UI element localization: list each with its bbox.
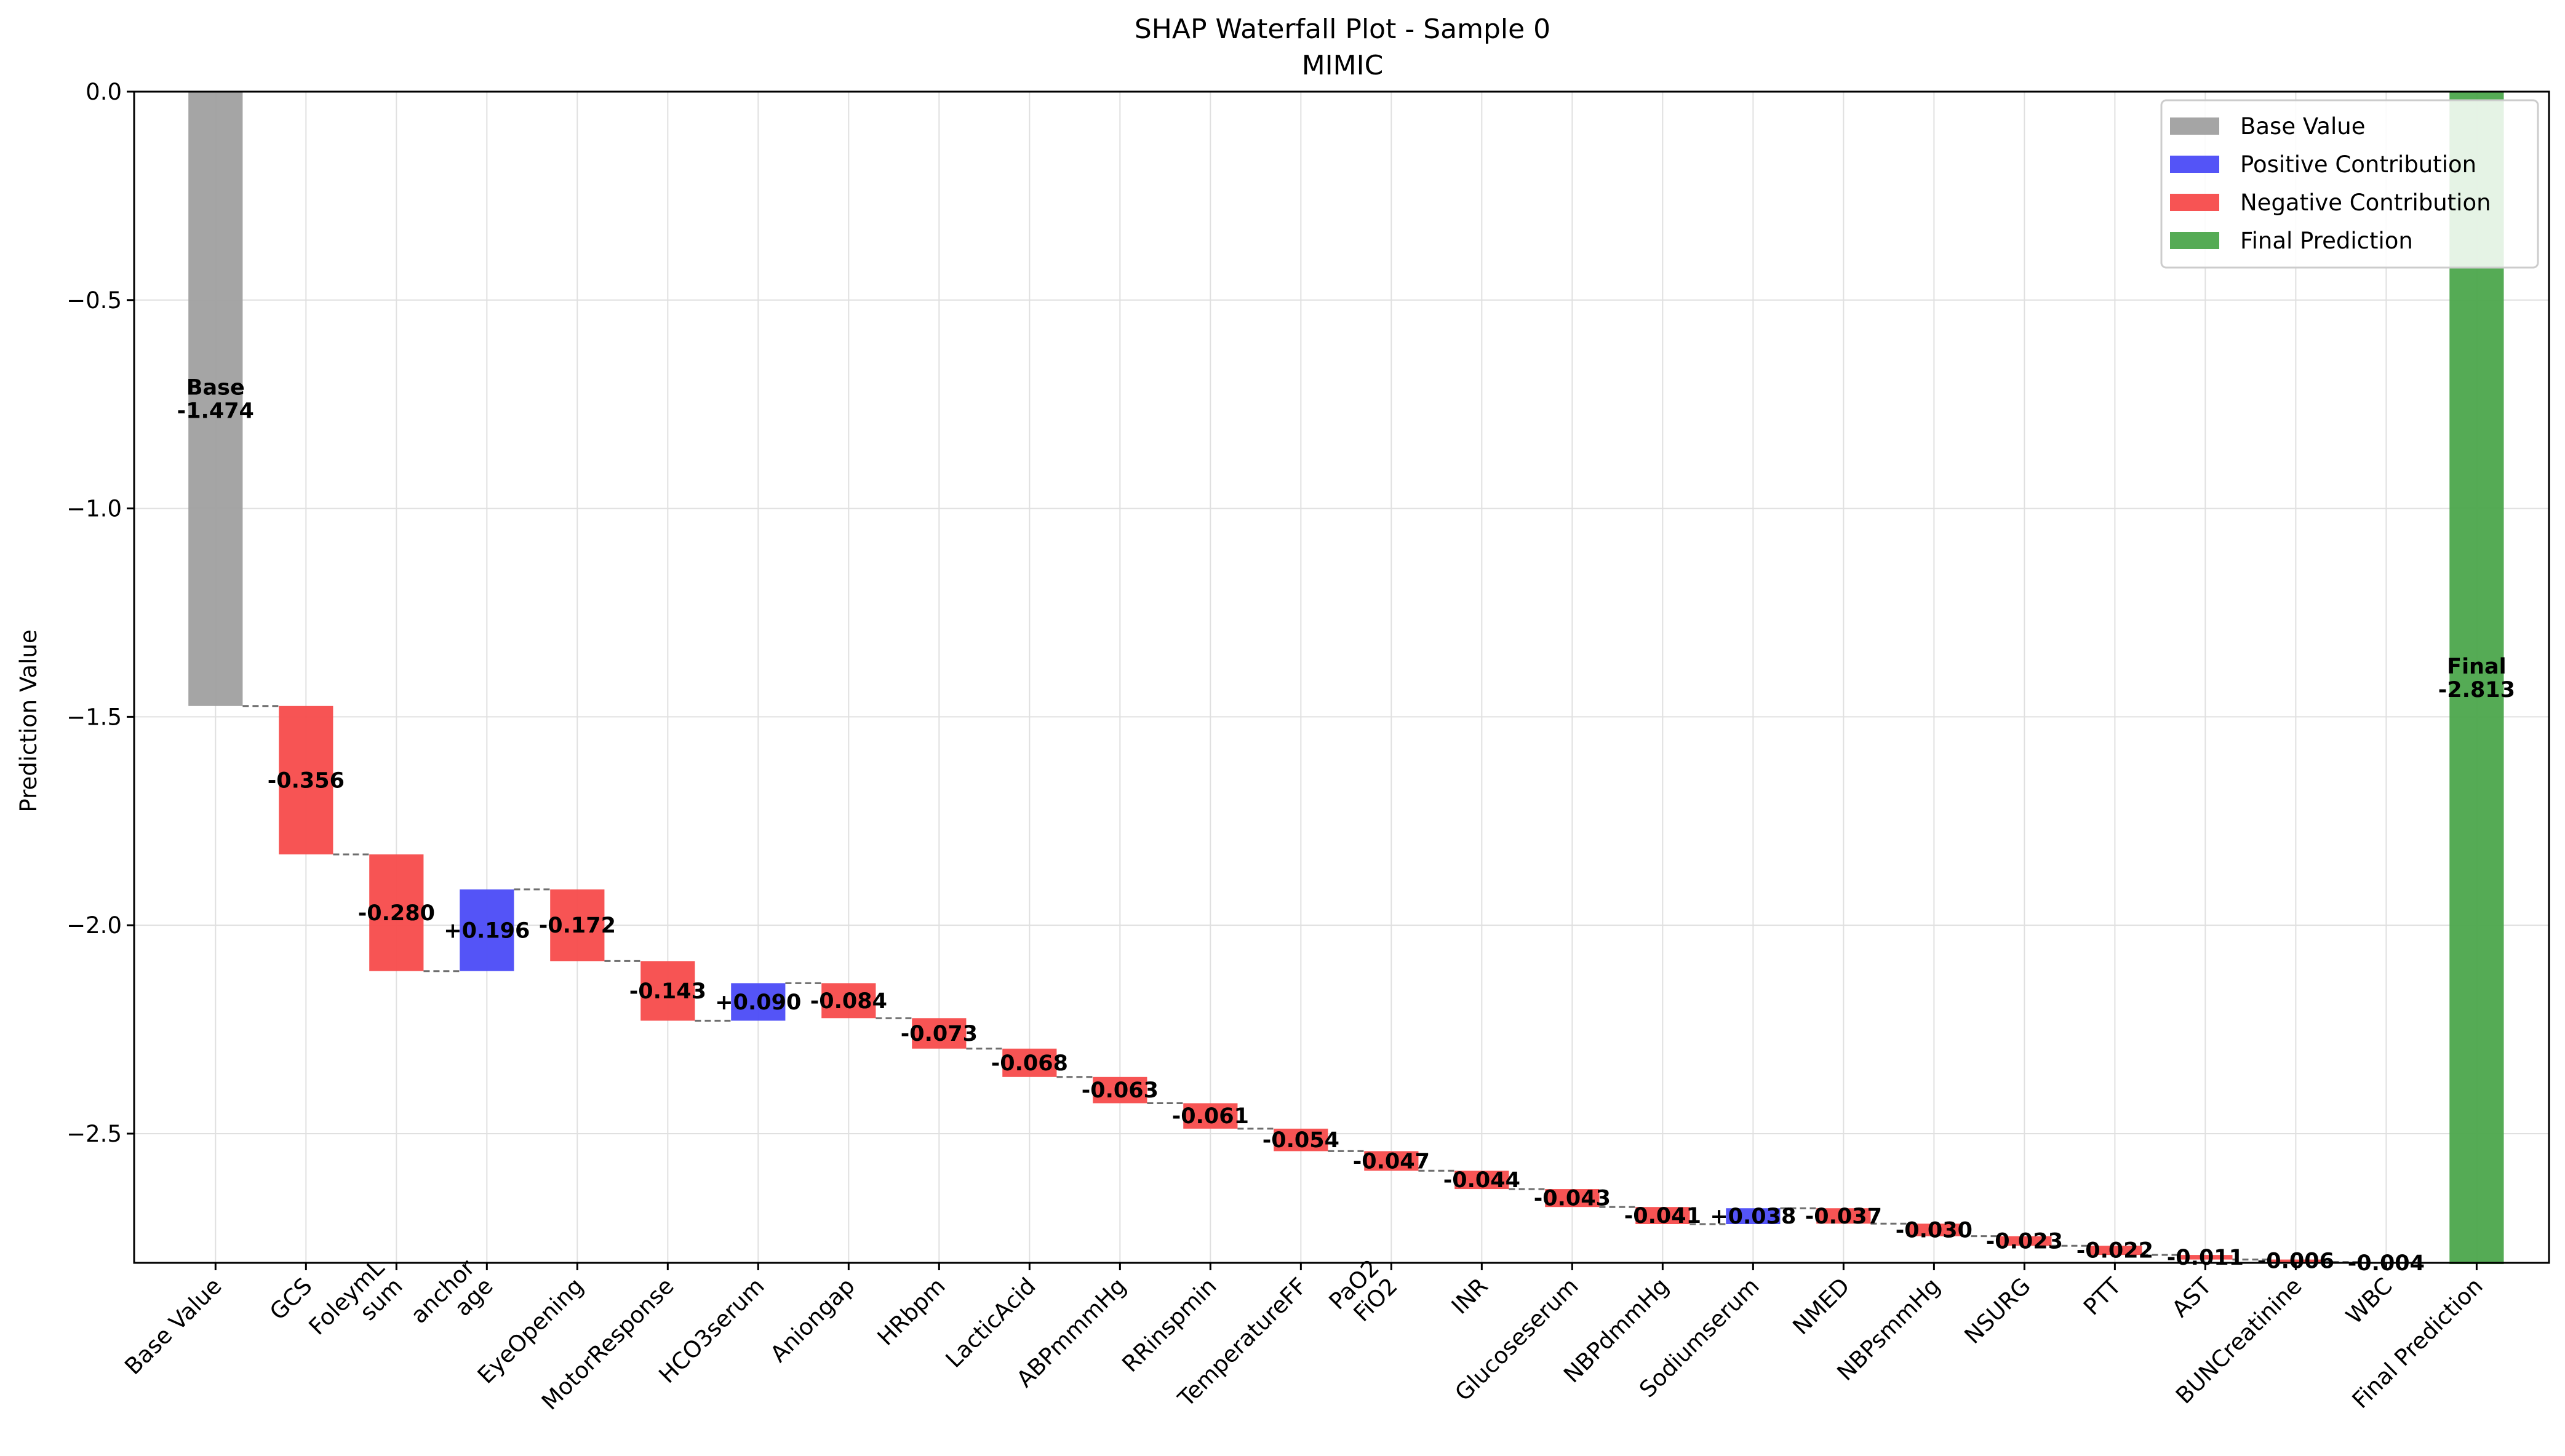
legend-label-final: Final Prediction xyxy=(2240,228,2413,254)
y-tick-label: −2.5 xyxy=(66,1121,122,1147)
legend: Base Value Positive Contribution Negative … xyxy=(2160,99,2539,269)
bar-value-label: -0.068 xyxy=(991,1051,1068,1076)
bar-negative xyxy=(2178,1255,2233,1260)
legend-label-negative: Negative Contribution xyxy=(2240,189,2491,216)
legend-swatch-positive xyxy=(2170,156,2219,173)
bar-positive xyxy=(460,889,514,971)
bar-value-label: -0.037 xyxy=(1805,1204,1882,1229)
legend-label-base: Base Value xyxy=(2240,113,2365,140)
legend-swatch-negative xyxy=(2170,194,2219,211)
bar-value-label: -0.043 xyxy=(1534,1187,1611,1211)
legend-label-positive: Positive Contribution xyxy=(2240,151,2476,178)
plot-frame xyxy=(133,90,2550,1264)
bar-value-label: -0.041 xyxy=(1624,1204,1701,1228)
chart-title: SHAP Waterfall Plot - Sample 0 xyxy=(1135,14,1550,45)
bar-negative xyxy=(1545,1189,1600,1207)
bar-negative xyxy=(279,706,333,854)
bar-positive xyxy=(731,983,786,1021)
bar-value-label: Final -2.813 xyxy=(2438,654,2515,702)
bar-value-label: -0.356 xyxy=(268,768,345,793)
y-axis-label: Prediction Value xyxy=(15,629,42,812)
bar-negative xyxy=(912,1018,967,1049)
bar-value-label: -0.063 xyxy=(1082,1078,1159,1103)
bar-value-label: -0.023 xyxy=(1986,1229,2063,1254)
bar-value-label: Base -1.474 xyxy=(177,375,254,423)
bar-negative xyxy=(1093,1076,1147,1104)
bar-negative xyxy=(821,983,876,1019)
bar-value-label: -0.054 xyxy=(1263,1128,1339,1153)
bar-value-label: -0.044 xyxy=(1443,1168,1520,1193)
bar-value-label: +0.196 xyxy=(444,918,530,943)
bar-value-label: -0.280 xyxy=(358,901,435,926)
bar-value-label: +0.090 xyxy=(715,990,801,1015)
bar-value-label: -0.143 xyxy=(629,979,706,1004)
bar-value-label: -0.172 xyxy=(539,913,616,938)
bar-value-label: -0.047 xyxy=(1353,1149,1430,1174)
bar-value-label: -0.022 xyxy=(2076,1239,2153,1263)
bar-negative xyxy=(1274,1128,1328,1152)
bar-negative xyxy=(2088,1246,2142,1255)
bar-negative xyxy=(640,961,695,1021)
bar-negative xyxy=(1183,1103,1238,1129)
bars xyxy=(188,92,2504,1265)
bar-value-label: -0.073 xyxy=(901,1022,978,1046)
bar-negative xyxy=(1002,1048,1057,1077)
bar-base xyxy=(188,92,243,706)
chart-subtitle: MIMIC xyxy=(1302,50,1384,81)
bar-negative xyxy=(550,889,605,961)
y-axis-ticks: 0.0 −0.5 −1.0 −1.5 −2.0 −2.5 xyxy=(66,79,134,1147)
y-tick-label: −1.0 xyxy=(66,496,122,522)
bar-positive xyxy=(1726,1208,1781,1224)
legend-frame xyxy=(2160,99,2539,269)
bar-negative xyxy=(2268,1259,2323,1262)
bar-value-label: -0.084 xyxy=(810,989,887,1014)
bar-negative xyxy=(1907,1223,1961,1236)
y-tick-label: 0.0 xyxy=(86,79,122,105)
y-tick-label: −0.5 xyxy=(66,287,122,314)
bar-negative xyxy=(1364,1151,1419,1171)
bar-value-label: +0.038 xyxy=(1710,1204,1796,1229)
legend-swatch-final xyxy=(2170,232,2219,249)
y-tick-label: −2.0 xyxy=(66,912,122,939)
legend-swatch-base xyxy=(2170,117,2219,135)
bar-value-label: -0.061 xyxy=(1172,1104,1249,1129)
bar-value-label: -0.030 xyxy=(1896,1218,1973,1243)
bar-negative xyxy=(1635,1207,1690,1224)
bar-negative xyxy=(369,854,424,971)
bar-final xyxy=(2449,92,2504,1265)
bar-negative xyxy=(1816,1208,1871,1224)
bar-value-labels: Base -1.474 -0.356 -0.280 +0.196 -0.172 -0.143… xyxy=(177,375,2515,1276)
bar-negative xyxy=(1997,1236,2052,1246)
y-tick-label: −1.5 xyxy=(66,704,122,730)
grid-lines xyxy=(134,91,2549,1263)
bar-negative xyxy=(1454,1171,1509,1190)
